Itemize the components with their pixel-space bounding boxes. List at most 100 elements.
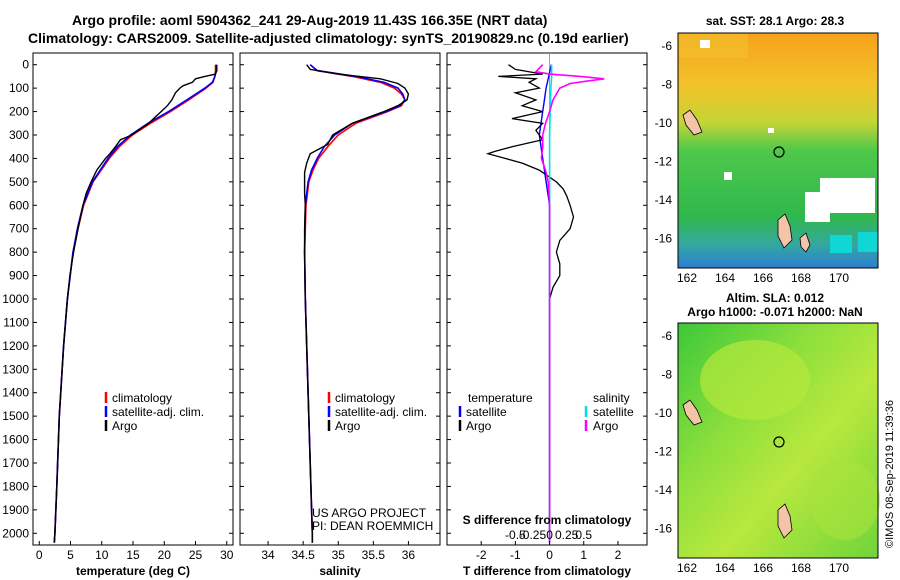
- island-icon: [777, 503, 793, 539]
- salinity-satellite-line: [303, 64, 406, 543]
- depth-tick-label: 1800: [2, 479, 29, 493]
- salinity-x-tick-label: 35: [332, 548, 346, 562]
- sla-map: [677, 322, 880, 559]
- salinity-legend: climatology satellite-adj. clim. Argo: [327, 391, 427, 433]
- salinity-panel: [239, 52, 441, 546]
- temperature-satellite-line: [53, 64, 217, 543]
- depth-tick-label: 2000: [2, 526, 29, 540]
- legend-argo-label: Argo: [112, 419, 138, 433]
- depth-tick-label: 500: [9, 175, 29, 189]
- imos-stamp: ©IMOS 08-Sep-2019 11:39:36: [884, 400, 896, 548]
- legend-satellite-label: satellite-adj. clim.: [335, 405, 427, 419]
- temperature-x-tick-label: 20: [158, 548, 172, 562]
- sst-map: [677, 32, 879, 269]
- map-lon-tick-label: 170: [829, 561, 849, 575]
- map-lat-tick-label: -8: [661, 368, 672, 382]
- difference-legend: temperature satellite Argo salinity sate…: [458, 391, 634, 433]
- map-lat-tick-label: -8: [661, 78, 672, 92]
- map-lat-tick-label: -10: [655, 116, 673, 130]
- temperature-climatology-line: [53, 64, 217, 543]
- temperature-x-tick-label: 25: [189, 548, 203, 562]
- header-line1: Argo profile: aoml 5904362_241 29-Aug-20…: [72, 12, 547, 28]
- temperature-legend: climatology satellite-adj. clim. Argo: [104, 391, 204, 433]
- legend-climatology-label: climatology: [335, 391, 395, 405]
- island-icon: [682, 109, 703, 136]
- map-lon-tick-label: 168: [791, 271, 811, 285]
- t-difference-x-tick-label: -2: [476, 548, 487, 562]
- depth-tick-label: 1000: [2, 292, 29, 306]
- map-lon-tick-label: 166: [753, 561, 773, 575]
- depth-tick-label: 400: [9, 151, 29, 165]
- salinity-xlabel: salinity: [319, 564, 361, 578]
- temperature-x-tick-label: 10: [95, 548, 109, 562]
- map-lat-tick-label: -16: [655, 232, 673, 246]
- s-difference-tick-label: -0.5: [505, 528, 526, 542]
- salinity-difference-argo-line: [534, 64, 605, 543]
- sst-map-title: sat. SST: 28.1 Argo: 28.3: [706, 14, 845, 28]
- salinity-x-tick-label: 35.5: [362, 548, 386, 562]
- depth-tick-label: 300: [9, 128, 29, 142]
- map-lon-tick-label: 162: [677, 561, 697, 575]
- map-lon-tick-label: 164: [715, 561, 735, 575]
- t-difference-x-tick-label: 2: [615, 548, 622, 562]
- depth-tick-label: 0: [22, 58, 29, 72]
- map-lon-tick-label: 162: [677, 271, 697, 285]
- depth-tick-label: 1900: [2, 503, 29, 517]
- legend-t-argo-label: Argo: [466, 419, 492, 433]
- depth-tick-label: 800: [9, 245, 29, 259]
- temperature-panel: [32, 52, 234, 546]
- depth-tick-label: 600: [9, 198, 29, 212]
- salinity-argo-line: [303, 64, 410, 543]
- difference-panel: [446, 52, 648, 546]
- legend-s-satellite-label: satellite: [593, 405, 634, 419]
- map-lon-tick-label: 168: [791, 561, 811, 575]
- map-lon-tick-label: 170: [829, 271, 849, 285]
- legend-s-argo-label: Argo: [593, 419, 619, 433]
- depth-tick-label: 100: [9, 81, 29, 95]
- legend-salinity-title: salinity: [593, 391, 630, 405]
- island-icon: [777, 213, 793, 249]
- depth-tick-label: 1700: [2, 456, 29, 470]
- depth-axis: 0 100 200 300 400 500 600 700 800 900 1000 1100 1200…: [2, 58, 647, 540]
- map-lat-tick-label: -14: [655, 193, 673, 207]
- map-lat-tick-label: -6: [661, 329, 672, 343]
- legend-argo-label: Argo: [335, 419, 361, 433]
- salinity-x-tick-label: 34: [261, 548, 275, 562]
- temperature-xlabel: temperature (deg C): [76, 564, 190, 578]
- project-label: US ARGO PROJECT: [312, 506, 427, 520]
- depth-tick-label: 1600: [2, 433, 29, 447]
- temperature-x-tick-label: 30: [220, 548, 234, 562]
- temperature-x-tick-label: 0: [36, 548, 43, 562]
- depth-tick-label: 1400: [2, 386, 29, 400]
- island-icon: [682, 399, 703, 426]
- s-difference-tick-label: 0.25: [555, 528, 579, 542]
- depth-tick-label: 1500: [2, 409, 29, 423]
- sla-map-title1: Altim. SLA: 0.012: [726, 291, 824, 305]
- map-lon-tick-label: 166: [753, 271, 773, 285]
- map-lat-tick-label: -12: [655, 155, 673, 169]
- map-lon-tick-label: 164: [715, 271, 735, 285]
- depth-tick-label: 1200: [2, 339, 29, 353]
- temperature-difference-argo-line: [485, 64, 575, 543]
- t-difference-x-tick-label: 0: [546, 548, 553, 562]
- t-difference-x-tick-label: -1: [510, 548, 521, 562]
- map-lat-tick-label: -16: [655, 522, 673, 536]
- map-lat-tick-label: -6: [661, 39, 672, 53]
- s-difference-tick-label: -0.25: [519, 528, 547, 542]
- s-difference-tick-label: 0.5: [575, 528, 592, 542]
- legend-climatology-label: climatology: [112, 391, 172, 405]
- map-lat-tick-label: -10: [655, 406, 673, 420]
- legend-temperature-title: temperature: [468, 391, 533, 405]
- temperature-x-tick-label: 5: [67, 548, 74, 562]
- s-difference-label: S difference from climatology: [463, 513, 632, 527]
- depth-tick-label: 200: [9, 105, 29, 119]
- t-difference-x-tick-label: 1: [580, 548, 587, 562]
- map-lat-tick-label: -14: [655, 483, 673, 497]
- depth-tick-label: 900: [9, 269, 29, 283]
- argo-location-marker: [773, 436, 785, 448]
- argo-location-marker: [773, 146, 785, 158]
- header-line2: Climatology: CARS2009. Satellite-adjuste…: [28, 30, 629, 46]
- t-difference-xlabel: T difference from climatology: [463, 564, 631, 578]
- legend-satellite-label: satellite-adj. clim.: [112, 405, 204, 419]
- salinity-x-tick-label: 34.5: [291, 548, 315, 562]
